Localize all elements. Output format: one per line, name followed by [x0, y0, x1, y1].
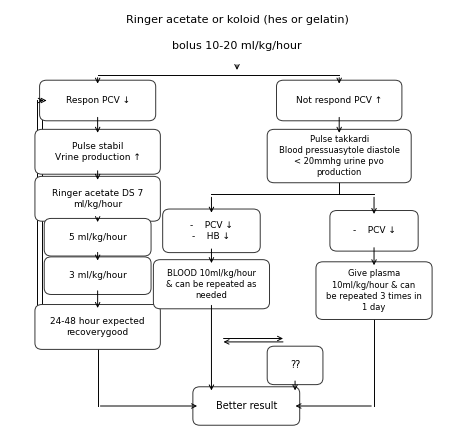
FancyBboxPatch shape	[35, 304, 160, 349]
Text: Better result: Better result	[216, 401, 277, 411]
FancyBboxPatch shape	[330, 211, 418, 251]
Text: Respon PCV ↓: Respon PCV ↓	[65, 96, 130, 105]
Text: -    PCV ↓: - PCV ↓	[353, 226, 395, 235]
FancyBboxPatch shape	[316, 262, 432, 320]
Text: ??: ??	[290, 361, 300, 371]
FancyBboxPatch shape	[35, 129, 160, 174]
Text: Pulse takkardi
Blood pressuasytole diastole
< 20mmhg urine pvo
production: Pulse takkardi Blood pressuasytole diast…	[279, 135, 400, 177]
FancyBboxPatch shape	[40, 80, 155, 121]
Text: 24-48 hour expected
recoverygood: 24-48 hour expected recoverygood	[50, 317, 145, 337]
FancyBboxPatch shape	[154, 260, 270, 309]
FancyBboxPatch shape	[276, 80, 402, 121]
FancyBboxPatch shape	[193, 387, 300, 425]
FancyBboxPatch shape	[44, 218, 151, 256]
Text: Ringer acetate or koloid (hes or gelatin): Ringer acetate or koloid (hes or gelatin…	[126, 15, 348, 25]
Text: Not respond PCV ↑: Not respond PCV ↑	[296, 96, 383, 105]
FancyBboxPatch shape	[267, 346, 323, 385]
FancyBboxPatch shape	[163, 209, 260, 252]
Text: 5 ml/kg/hour: 5 ml/kg/hour	[69, 233, 127, 242]
Text: 3 ml/kg/hour: 3 ml/kg/hour	[69, 271, 127, 280]
FancyBboxPatch shape	[35, 176, 160, 221]
Text: -    PCV ↓
-    HB ↓: - PCV ↓ - HB ↓	[190, 221, 233, 241]
Text: bolus 10-20 ml/kg/hour: bolus 10-20 ml/kg/hour	[172, 41, 302, 51]
FancyBboxPatch shape	[267, 129, 411, 183]
FancyBboxPatch shape	[44, 257, 151, 294]
Text: Pulse stabil
Vrine production ↑: Pulse stabil Vrine production ↑	[55, 142, 141, 162]
Text: Give plasma
10ml/kg/hour & can
be repeated 3 times in
1 day: Give plasma 10ml/kg/hour & can be repeat…	[326, 269, 422, 312]
Text: Ringer acetate DS 7
ml/kg/hour: Ringer acetate DS 7 ml/kg/hour	[52, 189, 143, 209]
Text: BLOOD 10ml/kg/hour
& can be repeated as
needed: BLOOD 10ml/kg/hour & can be repeated as …	[166, 269, 257, 300]
